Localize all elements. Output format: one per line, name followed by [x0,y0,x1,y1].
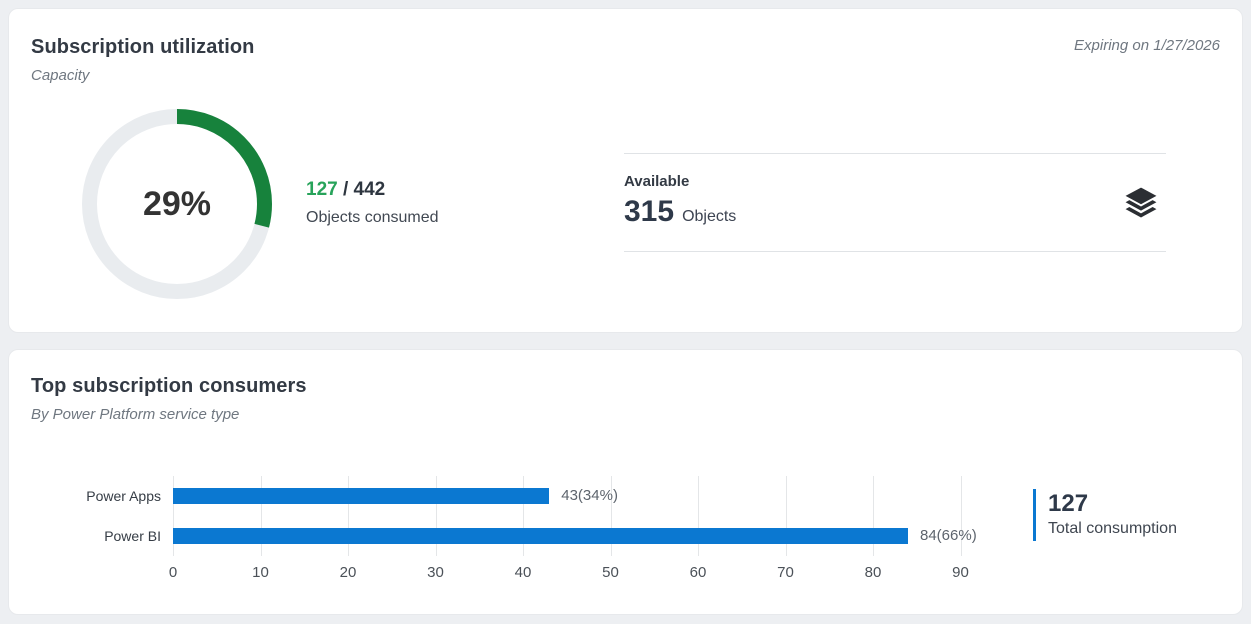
card-title: Top subscription consumers [31,375,307,397]
donut-percent-label: 29% [142,184,212,223]
gridline [435,476,437,556]
gridline [523,476,524,556]
gridline [873,476,874,556]
gridline [785,476,787,556]
utilization-donut-chart: 29% [82,109,272,299]
total-consumption-caption: Total consumption [1048,520,1177,537]
donut-svg [82,109,272,299]
consumed-separator: / [337,179,354,200]
consumed-total: 442 [353,179,386,200]
available-section: Available 315 Objects [624,153,1166,252]
x-axis-tick-label: 70 [777,564,794,581]
x-axis-tick-label: 30 [427,564,444,581]
category-label: Power Apps [86,488,161,504]
total-consumption-block: 127 Total consumption [1033,489,1177,541]
subscription-utilization-card: Subscription utilization Capacity Expiri… [8,8,1243,333]
gridline [610,476,612,556]
x-axis-tick-label: 50 [602,564,619,581]
gridline [173,476,174,556]
card-title: Subscription utilization [31,36,255,58]
donut-arc [82,109,272,299]
bar-value-label: 43(34%) [561,487,618,504]
available-value: 315 [624,195,675,228]
consumed-fraction: 127 / 442 [306,179,439,201]
top-consumers-card: Top subscription consumers By Power Plat… [8,349,1243,615]
available-heading: Available [624,173,690,190]
total-consumption-value: 127 [1048,490,1089,517]
x-axis-tick-label: 80 [864,564,882,581]
category-label: Power BI [104,528,161,544]
x-axis-tick-label: 0 [168,564,178,581]
gridline [960,476,962,556]
consumed-block: 127 / 442 Objects consumed [306,179,439,227]
x-axis-tick-label: 10 [252,564,269,581]
x-axis-tick-label: 90 [952,564,969,581]
available-value-row: 315 Objects [624,195,1166,229]
layers-icon [1122,184,1160,222]
available-unit: Objects [682,208,737,225]
card-subtitle: By Power Platform service type [31,406,240,423]
gridline [260,476,262,556]
bar-value-label: 84(66%) [920,527,977,544]
gridline [698,476,699,556]
bar [173,488,550,504]
x-axis-tick-label: 20 [339,564,357,581]
consumed-caption: Objects consumed [306,209,439,226]
card-subtitle: Capacity [31,67,90,84]
x-axis-tick-label: 60 [689,564,707,581]
expiry-note: Expiring on 1/27/2026 [1074,37,1220,54]
bar-chart-plot: 0 10 20 30 40 50 60 70 80 90 Power Apps 43(34%) Powe… [86,476,1013,581]
gridline [348,476,349,556]
consumed-value: 127 [306,179,338,200]
x-axis-tick-label: 40 [514,564,532,581]
bar [173,528,908,544]
